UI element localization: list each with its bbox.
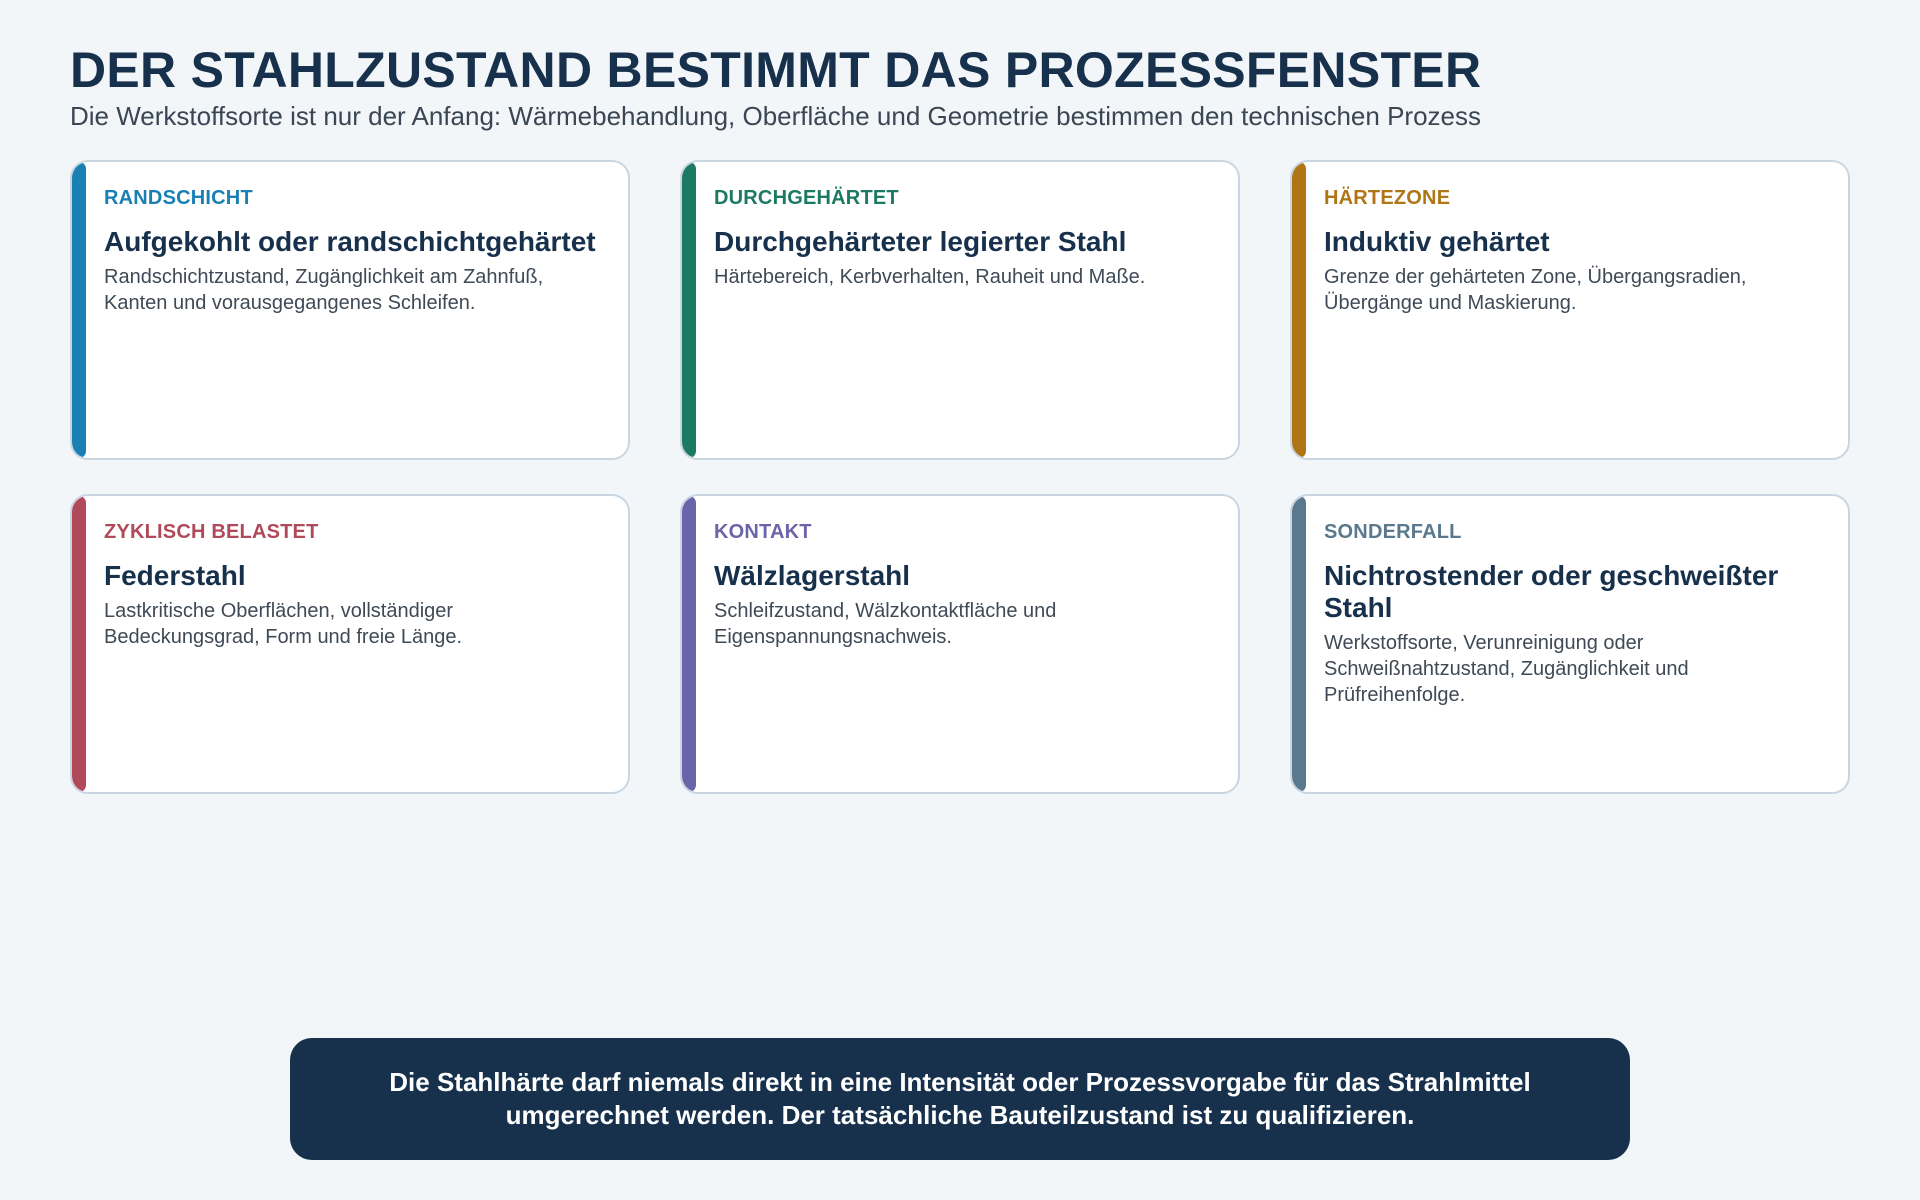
card-durchgehaertet: DURCHGEHÄRTET Durchgehärteter legierter … — [680, 160, 1240, 460]
card-text: Randschichtzustand, Zugänglichkeit am Za… — [104, 266, 544, 314]
card-randschicht: RANDSCHICHT Aufgekohlt oder randschichtg… — [70, 160, 630, 460]
card-text: Grenze der gehärteten Zone, Übergangsrad… — [1324, 266, 1747, 314]
card-title: Durchgehärteter legierter Stahl — [714, 226, 1127, 257]
footer-banner: Die Stahlhärte darf niemals direkt in ei… — [290, 1038, 1630, 1160]
card-accent-bar — [72, 162, 86, 458]
card-title: Nichtrostender oder geschweißter Stahl — [1324, 560, 1779, 623]
card-kicker: RANDSCHICHT — [104, 187, 253, 209]
footer-text: Die Stahlhärte darf niemals direkt in ei… — [389, 1067, 1531, 1130]
card-sonderfall: SONDERFALL Nichtrostender oder geschweiß… — [1290, 494, 1850, 794]
header: DER STAHLZUSTAND BESTIMMT DAS PROZESSFEN… — [70, 40, 1850, 132]
card-kicker: ZYKLISCH BELASTET — [104, 521, 319, 543]
card-text: Werkstoffsorte, Verunreinigung oder Schw… — [1324, 632, 1689, 706]
card-haertezone: HÄRTEZONE Induktiv gehärtet Grenze der g… — [1290, 160, 1850, 460]
card-title: Federstahl — [104, 560, 246, 591]
card-title: Aufgekohlt oder randschichtgehärtet — [104, 226, 596, 257]
card-accent-bar — [682, 496, 696, 792]
card-kicker: HÄRTEZONE — [1324, 187, 1451, 209]
card-accent-bar — [1292, 162, 1306, 458]
card-grid: RANDSCHICHT Aufgekohlt oder randschichtg… — [70, 160, 1850, 794]
card-kontakt: KONTAKT Wälzlagerstahl Schleifzustand, W… — [680, 494, 1240, 794]
card-title: Wälzlagerstahl — [714, 560, 911, 591]
card-text: Härtebereich, Kerbverhalten, Rauheit und… — [714, 266, 1146, 288]
card-kicker: SONDERFALL — [1324, 521, 1462, 543]
page-title: DER STAHLZUSTAND BESTIMMT DAS PROZESSFEN… — [70, 42, 1482, 98]
card-kicker: DURCHGEHÄRTET — [714, 187, 899, 209]
card-accent-bar — [72, 496, 86, 792]
page-subtitle: Die Werkstoffsorte ist nur der Anfang: W… — [70, 101, 1481, 131]
card-title: Induktiv gehärtet — [1324, 226, 1550, 257]
card-accent-bar — [1292, 496, 1306, 792]
card-text: Schleifzustand, Wälzkontaktfläche und Ei… — [714, 600, 1057, 648]
card-zyklisch-belastet: ZYKLISCH BELASTET Federstahl Lastkritisc… — [70, 494, 630, 794]
card-kicker: KONTAKT — [714, 521, 812, 543]
card-text: Lastkritische Oberflächen, vollständiger… — [104, 600, 462, 648]
card-accent-bar — [682, 162, 696, 458]
